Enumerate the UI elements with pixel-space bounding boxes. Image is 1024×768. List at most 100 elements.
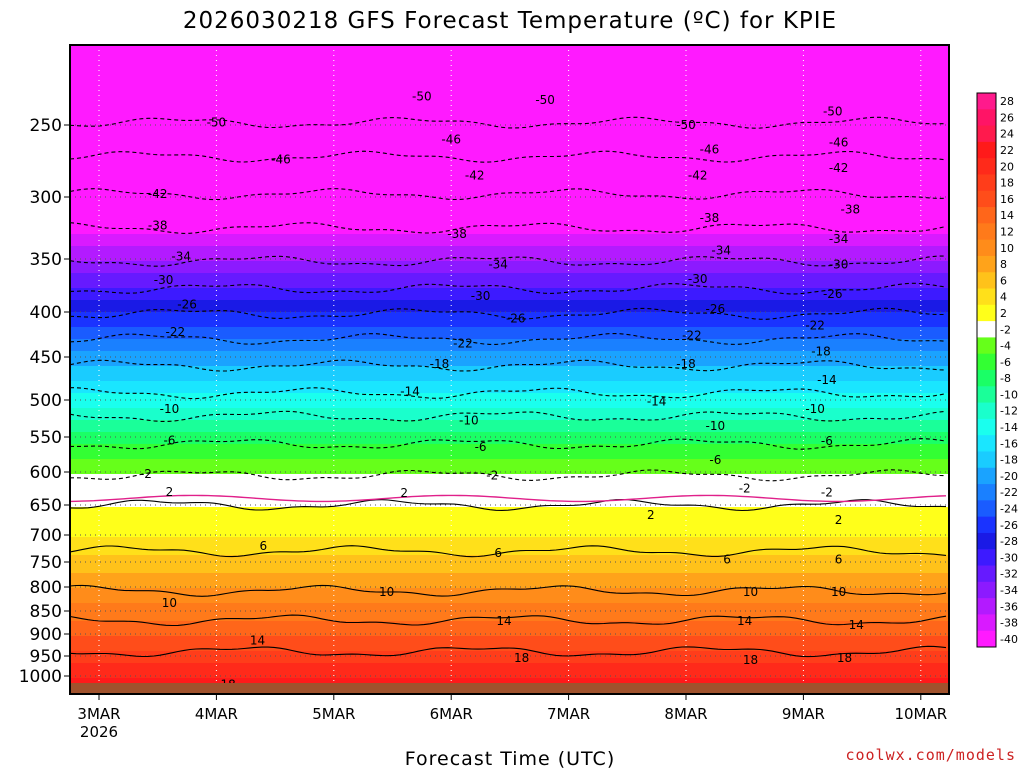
fill-band [70,441,949,445]
fill-band [70,672,949,676]
contour-label: 6 [723,552,731,566]
colorbar-label: 10 [1000,242,1014,255]
fill-band [70,216,949,220]
credit-text: coolwx.com/models [845,746,1016,764]
colorbar: 28 26 24 22 20 18 16 14 12 10 8 6 4 2 -2 -4 -6 -8 -10 -12 -1… [976,92,1018,648]
x-axis-label: Forecast Time (UTC) [405,748,615,768]
colorbar-label: -38 [1000,617,1018,630]
fill-band [70,378,949,382]
colorbar-label: -16 [1000,437,1018,450]
fill-band [70,117,949,121]
colorbar-swatch [977,239,996,257]
fill-band [70,57,949,61]
fill-band [70,348,949,352]
fill-band [70,534,949,538]
colorbar-label: 24 [1000,128,1014,141]
fill-band [70,252,949,256]
fill-band [70,660,949,664]
contour-label: -30 [154,273,174,287]
fill-band [70,597,949,601]
fill-band [70,306,949,310]
fill-band [70,195,949,199]
colorbar-swatch [977,190,996,208]
contour-line [70,222,947,234]
colorbar-label: 14 [1000,209,1014,222]
colorbar-label: -32 [1000,568,1018,581]
contour-label: -14 [400,384,420,398]
fill-band [70,663,949,667]
fill-band [70,297,949,301]
y-tick-label: 450 [30,348,62,368]
colorbar-swatch [977,402,996,420]
fill-band [70,528,949,532]
colorbar-swatch [977,532,996,550]
contour-label: -38 [148,219,168,233]
colorbar-label: -30 [1000,551,1018,564]
contour-label: -38 [447,227,467,241]
fill-band [70,372,949,376]
fill-band [70,219,949,223]
fill-band [70,603,949,607]
contour-label: -46 [441,132,461,146]
contour-label: -42 [148,187,168,201]
fill-band [70,516,949,520]
fill-band [70,162,949,166]
colorbar-label: 4 [1000,291,1007,304]
fill-band [70,462,949,466]
fill-band [70,429,949,433]
x-tick-label: 8MAR [664,705,707,723]
fill-band [70,138,949,142]
chart-title: 2026030218 GFS Forecast Temperature (ºC)… [183,8,837,34]
fill-band [70,87,949,91]
contour-label: -50 [676,118,696,132]
y-tick-label: 800 [30,578,62,598]
fill-band [70,312,949,316]
fill-band [70,201,949,205]
fill-band [70,393,949,397]
colorbar-swatch [977,467,996,485]
fill-band [70,273,949,277]
fill-band [70,612,949,616]
fill-band [70,591,949,595]
fill-band [70,108,949,112]
fill-band [70,561,949,565]
y-tick-label: 550 [30,428,62,448]
x-tick-label: 7MAR [547,705,590,723]
fill-band [70,324,949,328]
contour-label: 14 [250,634,265,648]
colorbar-swatch [977,614,996,632]
fill-band [70,384,949,388]
colorbar-swatch [977,565,996,583]
colorbar-swatch [977,125,996,143]
colorbar-swatch [977,484,996,501]
fill-band [70,174,949,178]
x-tick-label: 6MAR [430,705,473,723]
colorbar-label: -40 [1000,633,1018,646]
fill-band [70,432,949,436]
contour-label: -22 [682,328,702,342]
fill-band [70,582,949,586]
fill-band [70,477,949,481]
fill-band [70,540,949,544]
fill-band [70,444,949,448]
ground-strip [70,683,949,694]
fill-band [70,183,949,187]
contour-label: -2 [486,468,498,482]
colorbar-swatch [977,435,996,452]
fill-band [70,369,949,373]
fill-band [70,357,949,361]
fill-band [70,303,949,307]
fill-band [70,618,949,622]
fill-band [70,483,949,487]
fill-band [70,552,949,556]
fill-band [70,120,949,124]
fill-band [70,222,949,226]
fill-band [70,495,949,499]
contour-label: -50 [412,90,432,104]
contour-label: -50 [207,116,227,130]
colorbar-label: -6 [1000,356,1011,369]
fill-band [70,48,949,52]
fill-band [70,492,949,496]
colorbar-swatch [977,598,996,615]
fill-band [70,651,949,655]
